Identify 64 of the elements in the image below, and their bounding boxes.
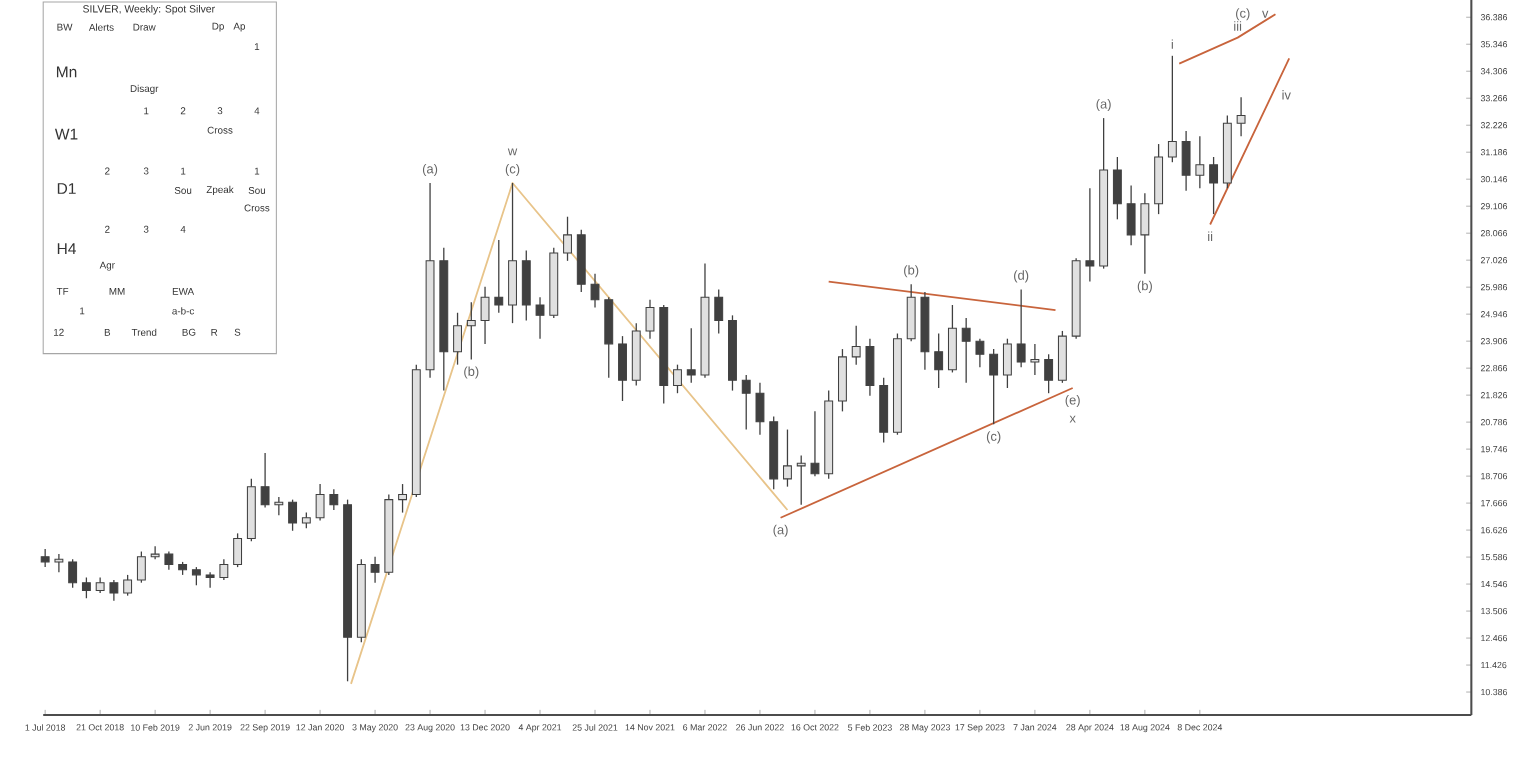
candlestick [219,558,229,581]
candlestick [796,455,806,506]
candlestick [1002,338,1012,389]
candlestick [1154,143,1164,215]
candlestick [370,556,380,584]
candlestick [618,335,627,402]
candlestick [1016,288,1026,369]
candlestick [934,333,944,389]
candlestick [838,348,847,413]
candlestick [975,338,985,369]
candlestick [947,304,957,374]
candlestick [453,312,462,366]
candlestick [233,532,243,568]
candlestick [714,288,724,335]
candlestick [329,488,339,511]
candlestick [40,548,50,568]
candlestick [1209,156,1219,215]
candlestick [494,239,504,314]
candlestick [136,551,146,584]
candlestick [123,574,133,597]
candlestick [1112,156,1122,221]
candlestick [260,452,270,509]
candlestick [755,382,765,436]
candlestick [563,216,572,262]
candlestick [81,577,91,600]
candlestick [686,327,696,384]
candlestick [398,483,408,514]
candlestick [1085,187,1095,283]
candlestick [54,553,64,574]
candlestick [521,250,531,322]
candlestick [150,545,160,561]
candlestick [810,410,820,478]
candlestick [865,338,875,397]
candlestick [961,317,971,384]
candlestick [466,301,476,361]
candlestick [604,296,614,379]
candlestick [288,499,298,532]
candlestick [741,374,751,431]
candlestick [315,483,325,522]
candlestick [783,429,792,488]
candlestick [879,377,889,444]
candlestick [1030,343,1040,376]
candlestick [191,566,201,587]
candlestick [1140,192,1150,275]
candlestick [590,273,600,309]
candlestick [508,182,517,324]
candlestick [109,579,119,602]
candlestick [645,299,655,340]
candlestick [851,325,861,366]
candlestick [1181,130,1191,192]
candlestick [164,551,174,571]
candlestick [1167,55,1177,164]
candlestick [68,558,78,589]
candlestick [1057,330,1067,384]
candlestick [1044,353,1054,395]
candlestick [673,364,682,395]
candlestick [906,283,916,343]
candlestick [205,571,215,589]
candlestick [1126,185,1136,247]
candlestick [1236,96,1246,138]
candlestick [1195,135,1205,190]
candlestick [989,348,999,426]
candlestick [480,286,490,345]
candlestick [535,296,545,340]
